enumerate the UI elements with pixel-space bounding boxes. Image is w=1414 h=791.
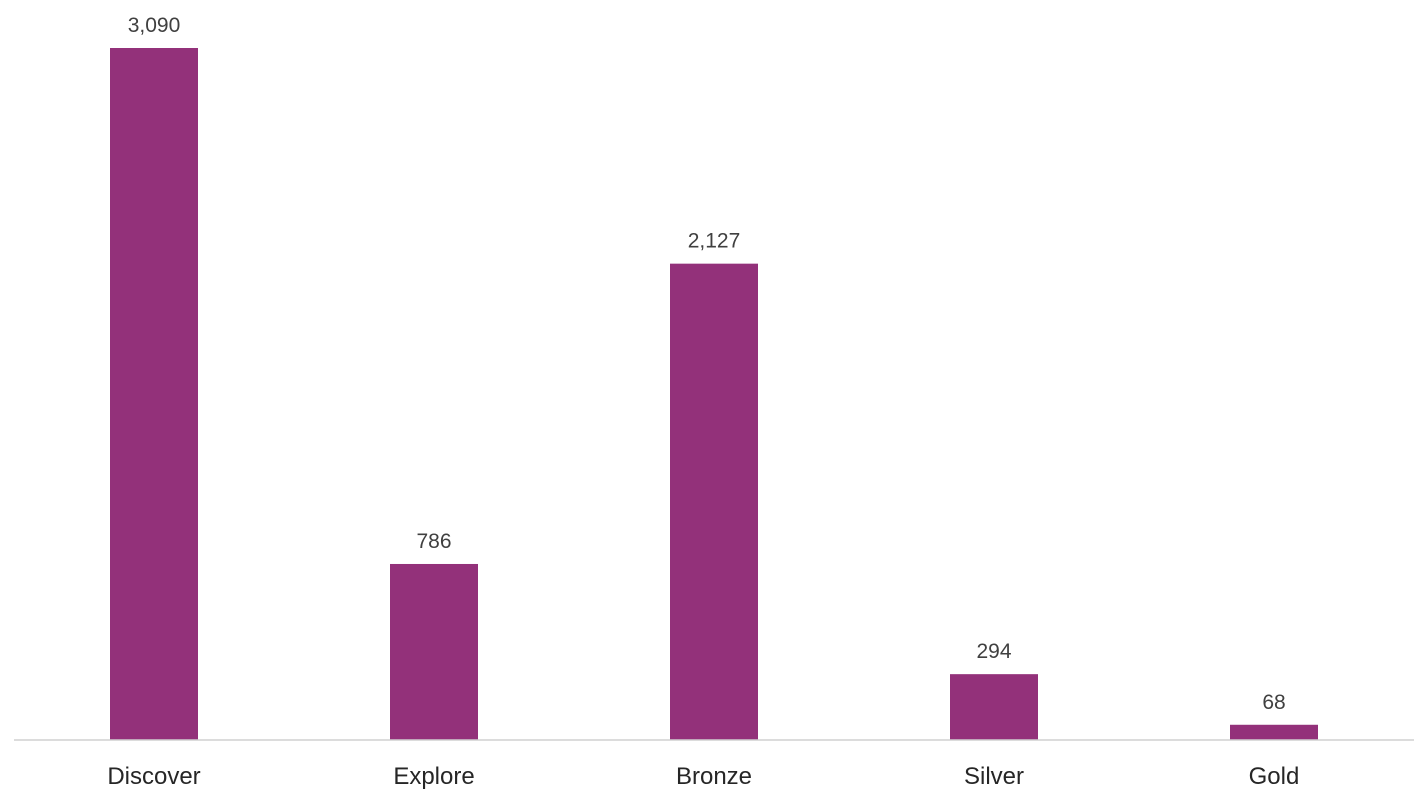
bar-silver bbox=[950, 674, 1038, 740]
bar-bronze bbox=[670, 263, 758, 740]
category-label-discover: Discover bbox=[107, 763, 200, 790]
value-label-silver: 294 bbox=[976, 640, 1011, 663]
bar-gold bbox=[1230, 724, 1318, 740]
value-label-gold: 68 bbox=[1262, 691, 1285, 714]
bar-explore bbox=[390, 563, 478, 740]
category-label-silver: Silver bbox=[964, 763, 1024, 790]
value-label-explore: 786 bbox=[416, 530, 451, 553]
value-labels-layer: 3,090 786 2,127 294 68 bbox=[128, 14, 1286, 714]
category-label-bronze: Bronze bbox=[676, 763, 752, 790]
category-labels-layer: Discover Explore Bronze Silver Gold bbox=[107, 763, 1299, 790]
value-label-discover: 3,090 bbox=[128, 14, 181, 37]
category-label-explore: Explore bbox=[393, 763, 474, 790]
value-label-bronze: 2,127 bbox=[688, 230, 741, 253]
bars-layer bbox=[110, 48, 1318, 740]
category-label-gold: Gold bbox=[1249, 763, 1300, 790]
bar-discover bbox=[110, 48, 198, 740]
